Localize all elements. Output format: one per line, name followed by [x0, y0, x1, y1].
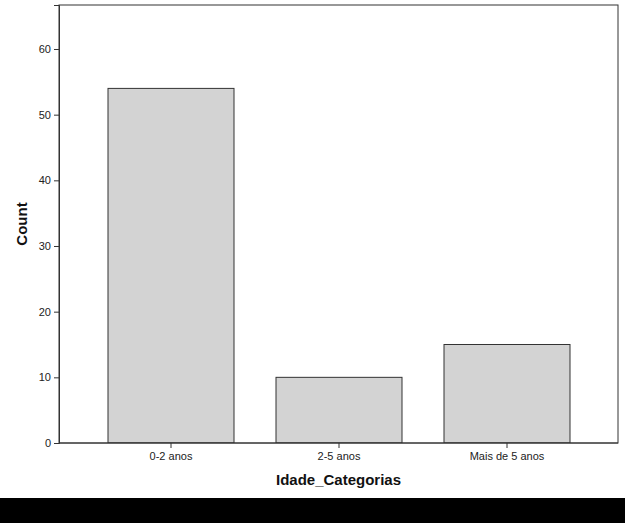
- y-tick-label: 60: [39, 43, 51, 55]
- y-tick: 10: [39, 371, 59, 383]
- y-tick: 40: [39, 174, 59, 186]
- bar: [276, 377, 402, 443]
- y-axis: 0 10 20 30 40 50 60: [39, 6, 60, 450]
- bars: [108, 88, 570, 443]
- chart-svg: 0 10 20 30 40 50 60 0-2 anos 2-5 anos Mais de 5 a…: [0, 0, 625, 523]
- x-tick: 2-5 anos: [318, 443, 361, 462]
- y-tick: 0: [45, 437, 59, 449]
- y-tick-mark: [54, 115, 59, 116]
- y-tick-mark: [54, 443, 59, 444]
- y-tick: 20: [39, 306, 59, 318]
- y-tick-mark: [54, 180, 59, 181]
- x-axis: 0-2 anos 2-5 anos Mais de 5 anos: [59, 443, 618, 462]
- y-tick-label: 20: [39, 306, 51, 318]
- y-tick-label: 0: [45, 437, 51, 449]
- y-tick-mark: [54, 377, 59, 378]
- y-tick-label: 50: [39, 109, 51, 121]
- y-tick-mark: [54, 246, 59, 247]
- y-tick-label: 10: [39, 371, 51, 383]
- y-axis-title: Count: [13, 202, 30, 245]
- y-tick-mark: [54, 49, 59, 50]
- x-tick-mark: [507, 443, 508, 448]
- x-tick-mark: [171, 443, 172, 448]
- y-tick-label: 40: [39, 174, 51, 186]
- x-tick-label: 2-5 anos: [318, 450, 361, 462]
- x-tick-label: 0-2 anos: [150, 450, 193, 462]
- bottom-band: [0, 498, 625, 523]
- bar: [444, 344, 570, 443]
- x-tick-mark: [339, 443, 340, 448]
- bar: [108, 88, 234, 443]
- y-tick: 30: [39, 240, 59, 252]
- y-tick: 60: [39, 43, 59, 55]
- background: [0, 0, 625, 523]
- x-axis-title: Idade_Categorias: [276, 471, 401, 488]
- x-tick: Mais de 5 anos: [470, 443, 545, 462]
- y-tick-label: 30: [39, 240, 51, 252]
- y-axis-line: [54, 6, 60, 444]
- y-tick-mark: [54, 312, 59, 313]
- plot-frame: [59, 5, 618, 443]
- x-tick-label: Mais de 5 anos: [470, 450, 545, 462]
- y-tick: 50: [39, 109, 59, 121]
- x-tick: 0-2 anos: [150, 443, 193, 462]
